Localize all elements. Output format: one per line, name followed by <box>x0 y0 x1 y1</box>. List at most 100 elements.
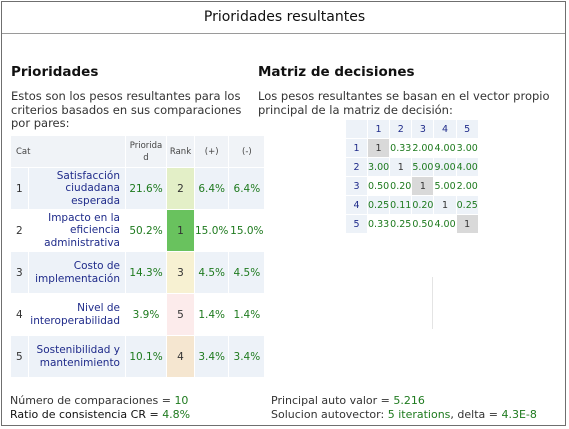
plus-value: 3.4% <box>193 335 230 378</box>
matrix-col-header: 5 <box>455 119 479 139</box>
matrix-cell: 1 <box>455 214 479 234</box>
matrix-cell: 1 <box>389 157 413 177</box>
criterion-name: Sostenibilidad y mantenimiento <box>28 335 126 378</box>
priority-row: 1 Satisfacción ciudadana esperada 21.6% … <box>9 167 266 210</box>
plus-value: 15.0% <box>193 209 230 252</box>
matrix-cell: 3.00 <box>366 157 391 177</box>
eigen-label: Principal auto valor = <box>271 394 394 407</box>
matrix-cell: 0.33 <box>366 214 391 234</box>
matrix-row-header: 4 <box>345 195 368 215</box>
matrix-col-header: 4 <box>433 119 457 139</box>
matrix-cell: 0.50 <box>366 176 391 196</box>
matrix-cell: 2.00 <box>411 138 435 158</box>
matrix-cell: 4.00 <box>433 138 457 158</box>
row-index: 5 <box>9 335 30 378</box>
priority-value: 14.3% <box>125 251 167 294</box>
comparisons-value: 10 <box>174 394 189 407</box>
rank-cell: 1 <box>166 209 195 252</box>
eigenvector-stat: Solucion autovector: 5 iterations, delta… <box>271 408 537 422</box>
minus-value: 1.4% <box>228 293 266 336</box>
solution-label: Solucion autovector: <box>271 408 388 421</box>
matrix-cell: 0.33 <box>389 138 413 158</box>
col-header-minus: (-) <box>228 135 266 168</box>
matrix-cell: 0.25 <box>455 195 479 215</box>
cr-value: 4.8% <box>162 408 191 421</box>
eigenvalue-stat: Principal auto valor = 5.216 <box>271 394 425 408</box>
matrix-cell: 0.25 <box>389 214 413 234</box>
rank-cell: 4 <box>166 335 195 378</box>
priorities-description: Estos son los pesos resultantes para los… <box>11 89 242 130</box>
comparisons-stat: Número de comparaciones = 10 <box>10 394 188 408</box>
comparisons-label: Número de comparaciones = <box>10 394 175 407</box>
divider-line <box>432 277 433 329</box>
matrix-row: 3 0.50 0.20 1 5.00 2.00 <box>345 176 479 196</box>
matrix-row: 1 1 0.33 2.00 4.00 3.00 <box>345 138 479 158</box>
matrix-cell: 0.11 <box>389 195 413 215</box>
priority-row: 5 Sostenibilidad y mantenimiento 10.1% 4… <box>9 335 266 378</box>
matrix-description: Los pesos resultantes se basan en el vec… <box>258 89 550 117</box>
col-header-priority: Priorida d <box>125 135 167 168</box>
rank-cell: 5 <box>166 293 195 336</box>
priority-value: 10.1% <box>125 335 167 378</box>
matrix-row-header: 1 <box>345 138 368 158</box>
plus-value: 4.5% <box>193 251 230 294</box>
col-header-cat: Cat <box>10 135 126 168</box>
priority-value: 21.6% <box>125 167 167 210</box>
matrix-cell: 1 <box>411 176 435 196</box>
minus-value: 6.4% <box>228 167 266 210</box>
matrix-cell: 1 <box>433 195 457 215</box>
matrix-cell: 0.25 <box>366 195 391 215</box>
eigen-value: 5.216 <box>393 394 425 407</box>
minus-value: 3.4% <box>228 335 266 378</box>
criterion-name: Costo de implementación <box>28 251 126 294</box>
matrix-col-header: 3 <box>411 119 435 139</box>
minus-value: 4.5% <box>228 251 266 294</box>
matrix-col-header: 2 <box>389 119 413 139</box>
col-header-plus: (+) <box>193 135 230 168</box>
solution-delta: 4.3E-8 <box>501 408 537 421</box>
matrix-cell: 1 <box>366 138 391 158</box>
row-index: 3 <box>9 251 30 294</box>
title-divider <box>2 33 565 34</box>
row-index: 4 <box>9 293 30 336</box>
cr-label: Ratio de consistencia CR = <box>10 408 163 421</box>
rank-cell: 2 <box>166 167 195 210</box>
matrix-row-header: 5 <box>345 214 368 234</box>
priority-value: 3.9% <box>125 293 167 336</box>
matrix-row: 2 3.00 1 5.00 9.00 4.00 <box>345 157 479 177</box>
matrix-row-header: 2 <box>345 157 368 177</box>
matrix-cell: 2.00 <box>455 176 479 196</box>
solution-iterations: 5 iterations <box>387 408 451 421</box>
matrix-heading: Matriz de decisiones <box>258 64 415 80</box>
priority-value: 50.2% <box>125 209 167 252</box>
consistency-stat: Ratio de consistencia CR = 4.8% <box>10 408 190 422</box>
matrix-row: 4 0.25 0.11 0.20 1 0.25 <box>345 195 479 215</box>
matrix-cell: 5.00 <box>411 157 435 177</box>
matrix-row-header: 3 <box>345 176 368 196</box>
criterion-name: Satisfacción ciudadana esperada <box>28 167 126 210</box>
priority-row: 2 Impacto en la eficiencia administrativ… <box>9 209 266 252</box>
page-title: Prioridades resultantes <box>203 9 366 25</box>
priorities-table: Cat Priorida d Rank (+) (-) 1 Satisfacci… <box>9 135 266 378</box>
matrix-header-row: 1 2 3 4 5 <box>345 119 479 139</box>
rank-cell: 3 <box>166 251 195 294</box>
matrix-cell: 0.50 <box>411 214 435 234</box>
plus-value: 1.4% <box>193 293 230 336</box>
matrix-cell: 0.20 <box>389 176 413 196</box>
plus-value: 6.4% <box>193 167 230 210</box>
row-index: 1 <box>9 167 30 210</box>
matrix-cell: 9.00 <box>433 157 457 177</box>
minus-value: 15.0% <box>228 209 266 252</box>
col-header-rank: Rank <box>166 135 195 168</box>
priority-row: 4 Nivel de interoperabilidad 3.9% 5 1.4%… <box>9 293 266 336</box>
priorities-header-row: Cat Priorida d Rank (+) (-) <box>10 135 266 168</box>
matrix-col-header: 1 <box>366 119 391 139</box>
matrix-cell: 4.00 <box>433 214 457 234</box>
criterion-name: Impacto en la eficiencia administrativa <box>28 209 126 252</box>
matrix-cell: 4.00 <box>455 157 479 177</box>
solution-delta-label: , delta = <box>450 408 502 421</box>
matrix-row: 5 0.33 0.25 0.50 4.00 1 <box>345 214 479 234</box>
matrix-cell: 3.00 <box>455 138 479 158</box>
priority-row: 3 Costo de implementación 14.3% 3 4.5% 4… <box>9 251 266 294</box>
